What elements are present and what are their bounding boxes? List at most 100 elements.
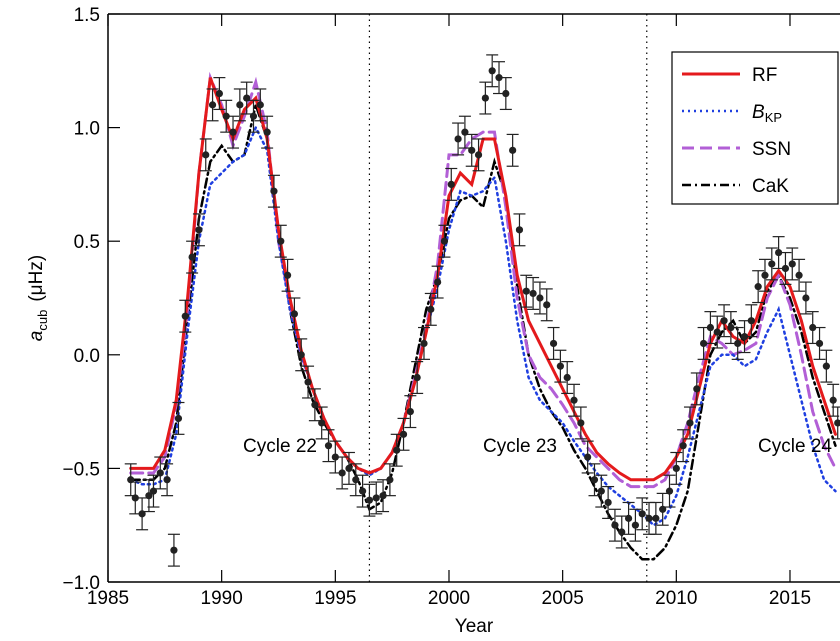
data-point [215,89,223,98]
y-tick-label: 0.0 [74,346,100,367]
data-point [747,317,755,325]
data-point [809,323,817,332]
data-point [584,453,592,461]
data-point [236,101,244,109]
data-point [270,187,278,195]
data-point [611,521,619,529]
data-point [413,373,421,382]
y-tick-label: 0.5 [74,232,100,253]
x-tick-label: 1995 [314,588,356,609]
data-point [399,430,408,438]
data-point [522,287,530,295]
data-point [495,74,503,82]
data-point [170,546,178,554]
data-point [163,476,171,484]
data-point [802,294,810,302]
data-point [727,323,735,332]
data-point [834,419,840,427]
data-point [352,476,360,484]
data-point [624,514,633,522]
data-point [536,294,544,302]
x-tick-label: 2000 [428,588,470,609]
data-point [427,305,435,313]
data-point [229,128,237,136]
data-point [638,510,646,518]
data-point [775,248,783,257]
legend-label: CaK [752,176,789,197]
data-point [156,469,164,477]
data-point [645,514,653,522]
data-point [256,101,264,109]
legend-label: BKP [752,102,782,125]
data-point [713,328,721,336]
data-point [468,146,476,154]
data-point [359,487,367,495]
data-point [454,135,462,143]
data-point [720,317,728,325]
data-point [379,492,387,500]
data-point [740,333,749,341]
data-point [502,89,510,98]
data-point [474,151,483,159]
data-point [597,487,605,495]
y-tick-label: 1.5 [74,5,100,26]
data-point [263,128,271,136]
x-tick-label: 2005 [542,588,584,609]
legend: RF BKP SSN CaK [671,51,839,205]
data-point [795,271,803,279]
data-point [734,339,742,348]
data-point [434,278,442,286]
data-point [188,253,196,261]
y-label-subscript: cub [35,310,50,331]
y-tick-label: 1.0 [74,119,100,140]
data-point [145,492,153,500]
axes [107,13,840,583]
data-point [345,464,353,472]
data-point [706,323,715,332]
data-point [652,514,660,522]
data-point [529,289,537,298]
data-point [202,151,210,159]
data-point [386,476,394,484]
legend-subscript: KP [765,110,782,125]
data-point [590,476,599,484]
data-point [768,260,776,268]
data-point [331,453,339,461]
data-point [481,94,489,102]
legend-label: SSN [752,139,791,160]
data-point [208,101,217,109]
data-point [679,442,687,450]
data-point [754,283,762,291]
legend-name: B [752,102,765,123]
y-label-symbol: a [26,331,47,342]
data-point [672,464,680,472]
data-point [195,226,203,234]
y-axis-label: acub (μHz) [26,255,50,341]
data-point [570,396,578,404]
data-point [440,237,449,245]
data-point [290,310,299,318]
data-point [693,385,701,393]
data-point [543,301,551,309]
data-point [631,521,640,529]
data-point [249,112,258,120]
data-point [549,339,558,348]
data-point [283,271,292,279]
data-point [372,494,380,502]
data-point [556,362,564,370]
data-point [509,146,517,154]
legend-name: RF [752,65,777,86]
data-point [700,339,708,348]
data-point [781,264,790,273]
legend-name: SSN [752,139,791,160]
plot-area [124,14,840,582]
x-tick-label: 1990 [201,588,243,609]
data-point [447,180,455,188]
data-point [406,408,414,416]
data-point [277,237,285,245]
data-point [174,414,183,423]
data-point [131,494,139,502]
cycle-label: Cycle 23 [483,436,557,457]
